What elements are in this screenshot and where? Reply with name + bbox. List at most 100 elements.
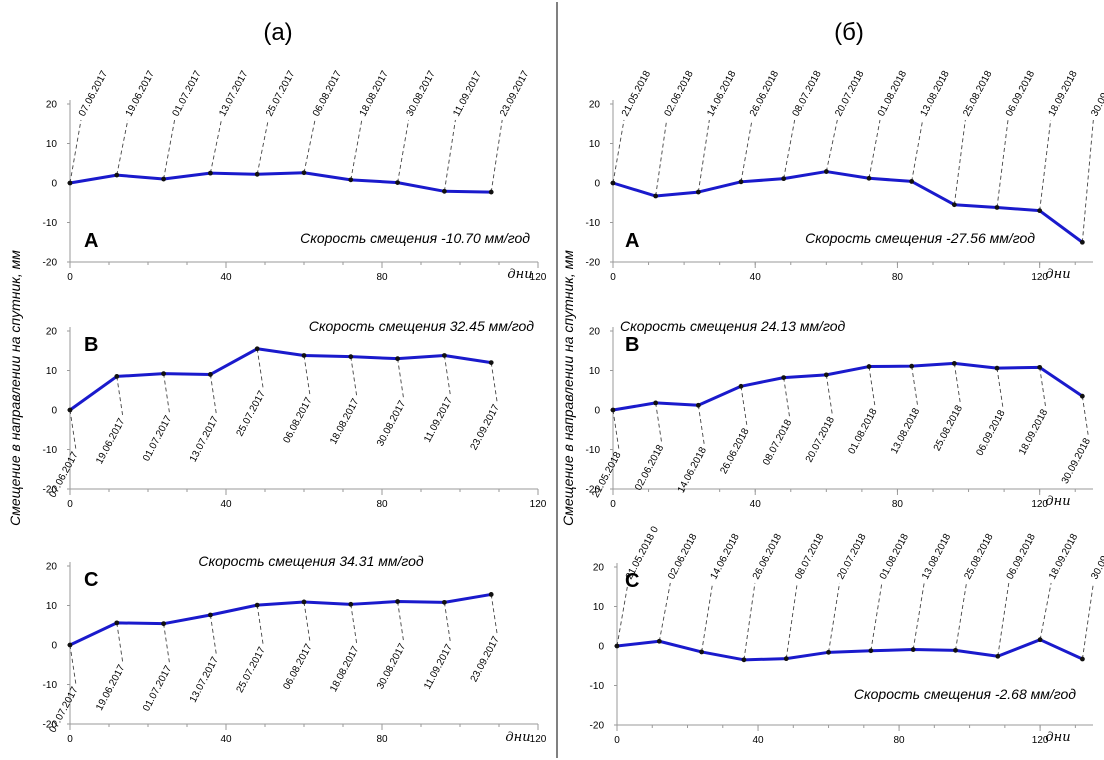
date-leader-line bbox=[612, 119, 625, 184]
data-point bbox=[868, 648, 874, 654]
y-tick-label: -20 bbox=[43, 485, 58, 496]
data-point bbox=[208, 612, 213, 618]
data-point bbox=[114, 374, 120, 379]
x-tick-label: 0 bbox=[67, 734, 73, 745]
date-label: 01.07.2017 bbox=[141, 414, 174, 464]
date-leader-line bbox=[1039, 582, 1052, 640]
date-label: 26.06.2018 bbox=[751, 532, 784, 582]
x-tick-label: 120 bbox=[530, 734, 547, 745]
date-label: 14.06.2018 bbox=[676, 445, 709, 495]
date-leader-line bbox=[1081, 396, 1089, 437]
data-point bbox=[1037, 637, 1043, 643]
y-tick-label: 0 bbox=[594, 406, 600, 417]
data-point bbox=[208, 372, 213, 377]
x-tick-label: 80 bbox=[376, 734, 388, 745]
data-point bbox=[114, 172, 120, 178]
date-leader-line bbox=[996, 119, 1009, 208]
date-label: 11.09.2017 bbox=[451, 69, 484, 118]
date-leader-line bbox=[116, 622, 124, 663]
column-title-b: (б) bbox=[834, 19, 864, 46]
date-leader-line bbox=[783, 377, 791, 418]
data-point bbox=[1079, 393, 1085, 399]
x-tick-label: 0 bbox=[67, 272, 73, 283]
date-leader-line bbox=[163, 623, 171, 664]
x-tick-label: 0 bbox=[614, 735, 620, 746]
date-label: 07.06.2017 bbox=[77, 69, 110, 119]
y-tick-label: 10 bbox=[46, 601, 58, 612]
date-label: 01.08.2018 bbox=[876, 69, 909, 119]
date-leader-line bbox=[490, 362, 498, 403]
data-point bbox=[67, 180, 73, 186]
date-leader-line bbox=[997, 582, 1010, 657]
y-tick-label: 0 bbox=[51, 641, 57, 652]
date-label: 25.08.2018 bbox=[932, 403, 965, 453]
x-unit-label: дни bbox=[507, 267, 532, 282]
x-tick-label: 40 bbox=[750, 499, 762, 510]
date-leader-line bbox=[256, 605, 264, 646]
speed-annotation: Скорость смещения 34.31 мм/год bbox=[198, 553, 423, 569]
panel-letter: C bbox=[84, 569, 98, 591]
speed-annotation: Скорость смещения 32.45 мм/год bbox=[309, 318, 534, 334]
date-label: 06.08.2017 bbox=[281, 642, 314, 692]
date-label: 30.08.2017 bbox=[405, 69, 438, 119]
date-leader-line bbox=[256, 119, 269, 175]
x-unit-label: дни bbox=[1045, 730, 1070, 745]
date-label: 18.08.2017 bbox=[328, 644, 361, 694]
data-point bbox=[1079, 239, 1085, 245]
date-leader-line bbox=[697, 405, 705, 446]
data-point bbox=[1037, 208, 1043, 214]
series-line bbox=[612, 170, 1084, 244]
data-point bbox=[951, 360, 957, 366]
date-leader-line bbox=[1081, 119, 1094, 243]
y-tick-label: 10 bbox=[46, 139, 58, 150]
data-point bbox=[781, 176, 787, 182]
date-label: 25.08.2018 bbox=[961, 69, 994, 119]
date-label: 06.09.2018 bbox=[1005, 532, 1038, 582]
date-leader-line bbox=[303, 355, 311, 396]
date-label: 13.07.2017 bbox=[188, 655, 221, 705]
data-point bbox=[1080, 656, 1085, 662]
date-leader-line bbox=[350, 604, 358, 645]
y-tick-label: 20 bbox=[589, 327, 601, 338]
series-line bbox=[616, 638, 1084, 662]
date-label: 19.06.2017 bbox=[94, 663, 127, 713]
date-label: 01.07.2017 bbox=[141, 664, 174, 714]
data-point bbox=[348, 354, 354, 360]
date-leader-line bbox=[397, 119, 410, 183]
date-label: 06.08.2017 bbox=[311, 69, 344, 119]
date-leader-line bbox=[697, 119, 710, 193]
y-tick-label: -10 bbox=[586, 218, 601, 229]
y-tick-label: -20 bbox=[586, 258, 601, 269]
date-label: 30.09.2018 bbox=[1089, 69, 1104, 119]
data-point bbox=[114, 620, 120, 626]
y-tick-label: -20 bbox=[43, 258, 58, 269]
data-point bbox=[695, 189, 701, 195]
date-label: 26.06.2018 bbox=[718, 426, 751, 476]
date-leader-line bbox=[163, 373, 171, 414]
date-leader-line bbox=[350, 356, 358, 397]
y-tick-label: 0 bbox=[598, 642, 604, 653]
date-label: 13.08.2018 bbox=[889, 406, 922, 456]
data-point bbox=[910, 647, 916, 652]
data-point bbox=[208, 170, 213, 176]
date-leader-line bbox=[825, 119, 838, 172]
date-leader-line bbox=[825, 374, 833, 415]
date-leader-line bbox=[69, 644, 77, 686]
date-label: 21.05.2018 bbox=[620, 69, 653, 119]
y-tick-label: 10 bbox=[46, 366, 58, 377]
date-label: 18.08.2017 bbox=[328, 397, 361, 447]
data-point bbox=[738, 383, 744, 389]
data-point bbox=[826, 649, 831, 655]
data-point bbox=[953, 647, 958, 653]
data-point bbox=[395, 356, 400, 362]
y-tick-label: 20 bbox=[46, 562, 58, 573]
date-leader-line bbox=[655, 402, 663, 443]
date-label: 25.07.2017 bbox=[235, 389, 268, 439]
data-point bbox=[695, 402, 701, 408]
date-label: 18.09.2018 bbox=[1047, 532, 1080, 582]
speed-annotation: Скорость смещения 24.13 мм/год bbox=[620, 318, 845, 334]
data-point bbox=[488, 360, 494, 365]
date-leader-line bbox=[209, 614, 217, 656]
x-tick-label: 40 bbox=[752, 735, 764, 746]
